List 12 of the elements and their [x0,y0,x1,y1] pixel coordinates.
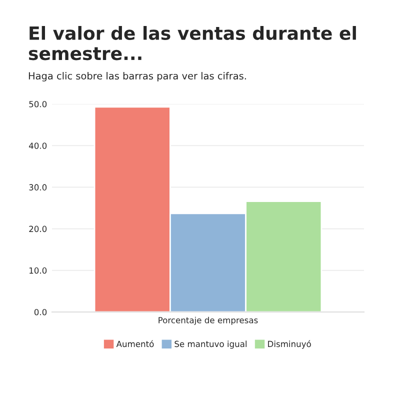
y-tick-label: 10.0 [30,267,47,274]
legend-label: Disminuyó [268,340,311,349]
y-tick-label: 30.0 [29,184,47,190]
chart-title: El valor de las ventas durante el semestre... [28,26,356,60]
y-tick-label: 40.0 [28,142,47,149]
y-tick-label: 0.0 [34,308,47,316]
legend-label: Se mantuvo igual [174,340,246,349]
chart-subtitle: Haga clic sobre las barras para ver las cifras. [28,72,246,82]
y-tick-label: 50.0 [29,100,47,108]
y-tick-label: 20.0 [29,226,47,232]
x-tick-label: Porcentaje de empresas [158,316,258,325]
legend-label: Aumentó [116,340,154,348]
